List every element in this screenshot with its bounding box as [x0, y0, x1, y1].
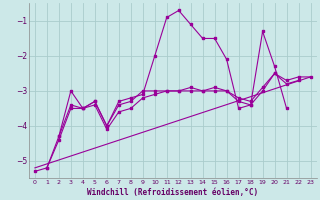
X-axis label: Windchill (Refroidissement éolien,°C): Windchill (Refroidissement éolien,°C): [87, 188, 258, 197]
